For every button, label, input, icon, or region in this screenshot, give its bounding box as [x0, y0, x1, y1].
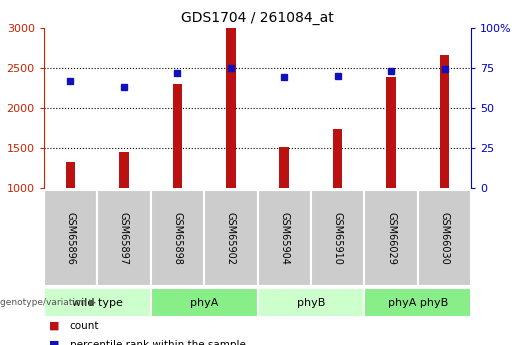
- Text: phyA phyB: phyA phyB: [388, 298, 448, 308]
- Bar: [386, 77, 396, 188]
- Text: GSM66030: GSM66030: [439, 212, 450, 264]
- Text: GSM65897: GSM65897: [119, 211, 129, 265]
- Text: phyA: phyA: [190, 298, 218, 308]
- Bar: [280, 147, 289, 188]
- Bar: [119, 152, 129, 188]
- Bar: [258, 288, 365, 317]
- Text: genotype/variation ▶: genotype/variation ▶: [0, 298, 96, 307]
- Bar: [44, 288, 151, 317]
- Bar: [173, 84, 182, 188]
- Text: GSM65910: GSM65910: [333, 211, 342, 265]
- Bar: [365, 288, 471, 317]
- Bar: [440, 55, 449, 188]
- Text: ■: ■: [49, 321, 59, 331]
- Text: phyB: phyB: [297, 298, 325, 308]
- Bar: [204, 190, 258, 286]
- Bar: [151, 288, 258, 317]
- Bar: [365, 190, 418, 286]
- Title: GDS1704 / 261084_at: GDS1704 / 261084_at: [181, 11, 334, 25]
- Bar: [151, 190, 204, 286]
- Text: percentile rank within the sample: percentile rank within the sample: [70, 340, 246, 345]
- Text: ■: ■: [49, 340, 59, 345]
- Text: GSM65904: GSM65904: [279, 211, 289, 265]
- Bar: [66, 162, 75, 188]
- Text: GSM65902: GSM65902: [226, 211, 236, 265]
- Bar: [97, 190, 151, 286]
- Text: GSM65896: GSM65896: [65, 211, 76, 265]
- Text: GSM65898: GSM65898: [173, 211, 182, 265]
- Text: GSM66029: GSM66029: [386, 211, 396, 265]
- Bar: [44, 190, 97, 286]
- Text: wild type: wild type: [72, 298, 123, 308]
- Text: count: count: [70, 321, 99, 331]
- Bar: [311, 190, 364, 286]
- Bar: [333, 129, 342, 188]
- Bar: [418, 190, 471, 286]
- Bar: [226, 28, 235, 188]
- Bar: [258, 190, 311, 286]
